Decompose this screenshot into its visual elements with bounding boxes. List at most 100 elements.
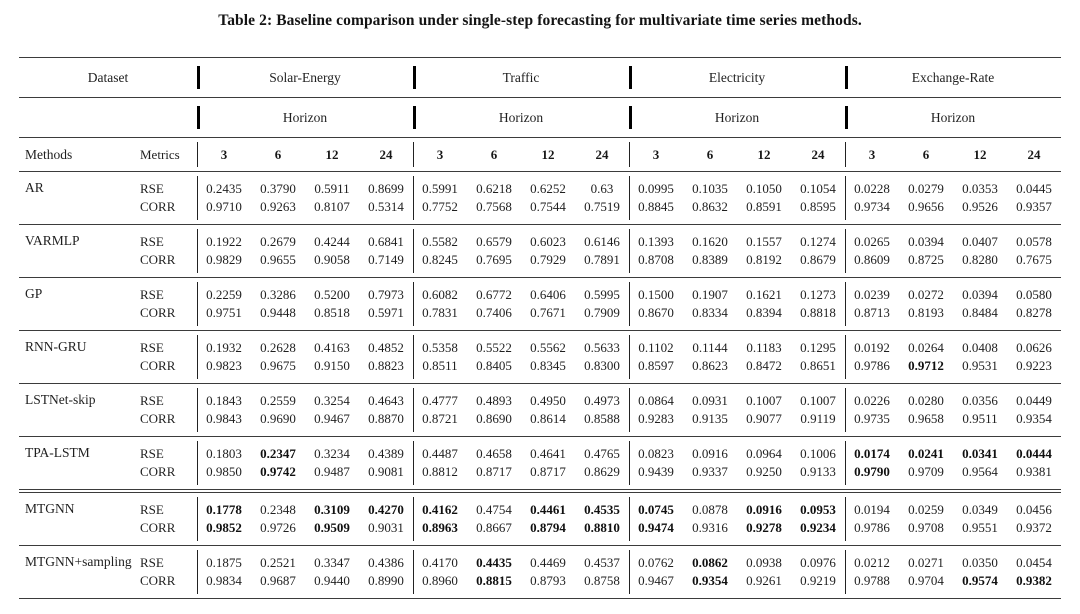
cell-value: 0.0407 xyxy=(962,234,998,249)
vertical-separator xyxy=(845,388,846,432)
horizon-tick: 3 xyxy=(652,146,660,162)
vertical-separator xyxy=(629,441,630,485)
cell-value: 0.8708 xyxy=(638,252,674,267)
cell-value: 0.2435 xyxy=(206,181,242,196)
cell-value: 0.9261 xyxy=(746,573,782,588)
cell-value: 0.0259 xyxy=(908,502,944,517)
cell-value: 0.6146 xyxy=(584,234,620,249)
cell-value: 0.0349 xyxy=(962,502,998,517)
cell-value: 0.1778 xyxy=(206,502,242,517)
cell-value: 0.9751 xyxy=(206,305,242,320)
method-block: VARMLP RSE CORR 0.1922 0.2679 0.4244 0.6841… xyxy=(19,225,1061,277)
cell-value: 0.9448 xyxy=(260,305,296,320)
cell-value: 0.4435 xyxy=(476,555,512,570)
cell-value: 0.8245 xyxy=(422,252,458,267)
cell-value: 0.1803 xyxy=(206,446,242,461)
cell-value: 0.0194 xyxy=(854,502,890,517)
horizontal-rule xyxy=(19,330,1061,331)
cell-value: 0.9564 xyxy=(962,464,998,479)
cell-value: 0.7831 xyxy=(422,305,458,320)
vertical-separator xyxy=(413,142,414,167)
vertical-separator xyxy=(845,176,846,220)
data-group: 0.2259 0.3286 0.5200 0.7973 0.9751 0.9448 0.85… xyxy=(197,278,413,330)
horizon-header-electricity: Horizon xyxy=(629,98,845,137)
cell-value: 0.4893 xyxy=(476,393,512,408)
metric-label-corr: CORR xyxy=(140,411,176,426)
vertical-separator xyxy=(413,497,414,541)
horizon-tick: 6 xyxy=(490,146,498,162)
cell-value: 0.0762 xyxy=(638,555,674,570)
cell-value: 0.8812 xyxy=(422,464,458,479)
cell-value: 0.5314 xyxy=(368,199,404,214)
vertical-separator xyxy=(845,335,846,379)
cell-value: 0.4487 xyxy=(422,446,458,461)
cell-value: 0.9658 xyxy=(908,411,944,426)
cell-value: 0.8713 xyxy=(854,305,890,320)
cell-value: 0.1274 xyxy=(800,234,836,249)
cell-value: 0.9223 xyxy=(1016,358,1052,373)
vertical-separator xyxy=(845,282,846,326)
cell-value: 0.6023 xyxy=(530,234,566,249)
group-label: Exchange-Rate xyxy=(911,69,995,85)
horizon-label: Horizon xyxy=(930,109,976,125)
cell-value: 0.9316 xyxy=(692,520,728,535)
cell-value: 0.2628 xyxy=(260,340,296,355)
cell-value: 0.9250 xyxy=(746,464,782,479)
cell-value: 0.0878 xyxy=(692,502,728,517)
cell-value: 0.9655 xyxy=(260,252,296,267)
cell-value: 0.8278 xyxy=(1016,305,1052,320)
cell-value: 0.8823 xyxy=(368,358,404,373)
cell-value: 0.5911 xyxy=(314,181,350,196)
data-group: 0.1875 0.2521 0.3347 0.4386 0.9834 0.9687 0.94… xyxy=(197,546,413,598)
cell-value: 0.2348 xyxy=(260,502,296,517)
horizon-header-solar: Horizon xyxy=(197,98,413,137)
cell-value: 0.9119 xyxy=(800,411,836,426)
cell-value: 0.8725 xyxy=(908,252,944,267)
cell-value: 0.6252 xyxy=(530,181,566,196)
vertical-separator xyxy=(629,388,630,432)
data-group: 0.1922 0.2679 0.4244 0.6841 0.9829 0.9655 0.90… xyxy=(197,225,413,277)
data-group: 0.1102 0.1144 0.1183 0.1295 0.8597 0.8623 0.84… xyxy=(629,331,845,383)
data-group: 0.4170 0.4435 0.4469 0.4537 0.8960 0.8815 0.87… xyxy=(413,546,629,598)
cell-value: 0.3286 xyxy=(260,287,296,302)
cell-value: 0.4535 xyxy=(584,502,620,517)
horizon-header-exchange-rate: Horizon xyxy=(845,98,1061,137)
cell-value: 0.4754 xyxy=(476,502,512,517)
vertical-separator xyxy=(845,441,846,485)
cell-value: 0.0226 xyxy=(854,393,890,408)
vertical-separator xyxy=(629,142,630,167)
cell-value: 0.0823 xyxy=(638,446,674,461)
vertical-separator xyxy=(197,335,198,379)
cell-value: 0.8670 xyxy=(638,305,674,320)
cell-value: 0.9509 xyxy=(314,520,350,535)
vertical-separator xyxy=(413,335,414,379)
cell-value: 0.0995 xyxy=(638,181,674,196)
cell-value: 0.7695 xyxy=(476,252,512,267)
cell-value: 0.8870 xyxy=(368,411,404,426)
horizon-ticks-exchange-rate: 3 6 12 24 xyxy=(845,138,1061,171)
cell-value: 0.9708 xyxy=(908,520,944,535)
cell-value: 0.1922 xyxy=(206,234,242,249)
cell-value: 0.0341 xyxy=(962,446,998,461)
cell-value: 0.4537 xyxy=(584,555,620,570)
vertical-separator xyxy=(413,550,414,594)
data-group: 0.6082 0.6772 0.6406 0.5995 0.7831 0.7406 0.76… xyxy=(413,278,629,330)
horizon-header-traffic: Horizon xyxy=(413,98,629,137)
cell-value: 0.5200 xyxy=(314,287,350,302)
cell-value: 0.3254 xyxy=(314,393,350,408)
metric-label-rse: RSE xyxy=(140,446,164,461)
cell-value: 0.5522 xyxy=(476,340,512,355)
cell-value: 0.0626 xyxy=(1016,340,1052,355)
cell-value: 0.1035 xyxy=(692,181,728,196)
metric-label-corr: CORR xyxy=(140,252,176,267)
cell-value: 0.6406 xyxy=(530,287,566,302)
cell-value: 0.9382 xyxy=(1016,573,1052,588)
cell-value: 0.8815 xyxy=(476,573,512,588)
horizon-tick: 24 xyxy=(811,146,825,162)
vertical-separator xyxy=(197,388,198,432)
cell-value: 0.9219 xyxy=(800,573,836,588)
data-group: 0.0212 0.0271 0.0350 0.0454 0.9788 0.9704 0.95… xyxy=(845,546,1061,598)
vertical-separator xyxy=(413,388,414,432)
data-group: 0.0174 0.0241 0.0341 0.0444 0.9790 0.9709 0.95… xyxy=(845,437,1061,489)
cell-value: 0.0976 xyxy=(800,555,836,570)
